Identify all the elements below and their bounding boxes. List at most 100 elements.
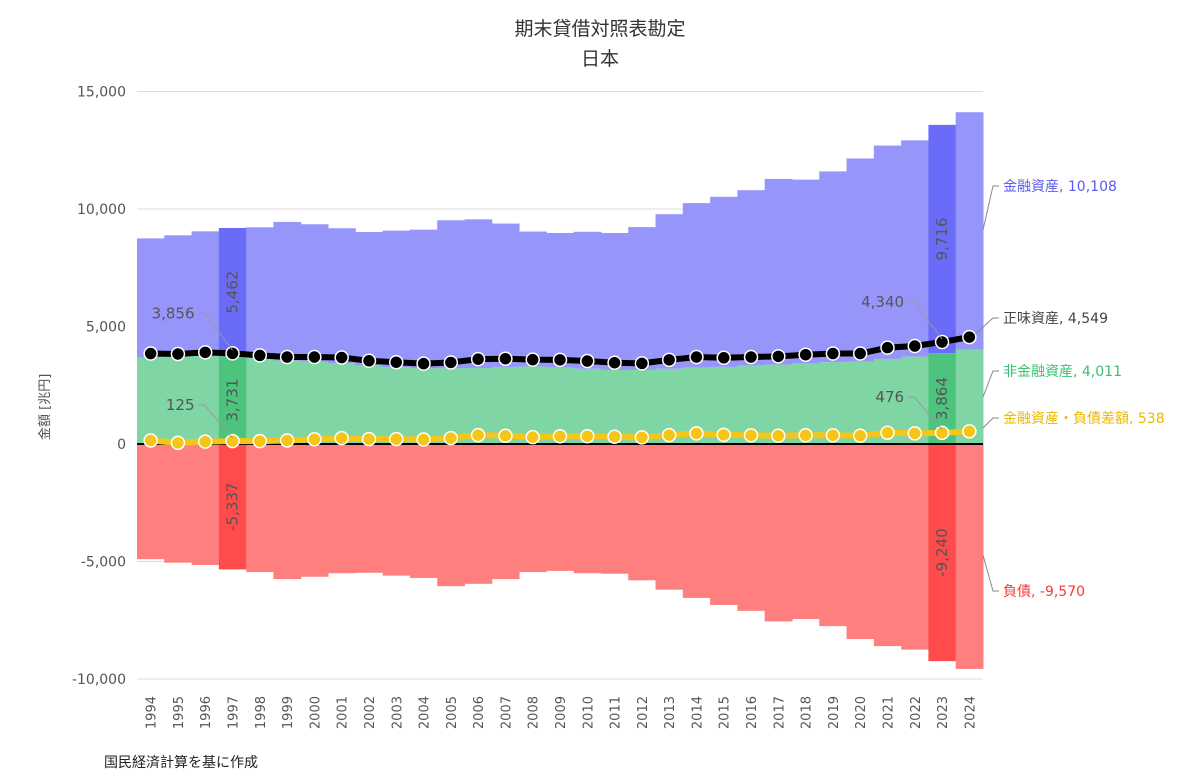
x-tick-label: 2010 [581,696,596,729]
net-worth-point-2011 [607,355,622,370]
x-tick-label: 2000 [308,696,323,729]
label-nonfinancial-1997: 3,731 [224,379,242,422]
bar-nonfinancial-2001 [328,363,356,444]
net-worth-point-1995 [170,346,186,362]
x-tick-label: 2006 [472,696,487,729]
end-label-金融資産・負債差額: 金融資産・負債差額, 538 [1003,411,1165,427]
bar-liabilities-2024 [955,444,984,669]
y-tick-label: 10,000 [77,202,126,218]
bar-financial-2006 [464,219,493,369]
bar-liabilities-2004 [409,444,438,578]
bar-liabilities-2018 [791,444,820,620]
bar-financial-2010 [573,231,602,369]
net-financial-point-2010 [580,428,595,444]
label-financial-2023: 9,716 [933,218,951,261]
net-financial-point-2004 [416,432,431,447]
net-worth-point-2005 [443,355,459,370]
bar-financial-2004 [409,229,438,369]
bar-liabilities-1994 [137,444,165,560]
bar-financial-2021 [873,145,902,359]
net-worth-point-2019 [825,346,841,361]
leader-line [982,417,999,429]
x-tick-label: 2011 [609,696,624,729]
bar-financial-2007 [491,223,520,367]
leader-line [908,396,943,431]
bar-liabilities-2019 [819,444,848,627]
net-worth-point-2023 [934,334,950,350]
label-net-financial-1997: 125 [166,396,195,414]
bar-nonfinancial-1995 [164,355,193,444]
bar-nonfinancial-1999 [273,360,302,444]
bar-liabilities-2011 [600,444,629,574]
net-financial-point-2024 [962,424,977,439]
net-financial-point-1994 [143,433,158,448]
leader-line [975,317,999,335]
bar-financial-2008 [519,231,547,367]
net-worth-point-2001 [334,350,349,365]
net-worth-point-2009 [552,352,568,368]
net-worth-point-1996 [197,345,213,360]
x-tick-label: 1995 [172,696,187,729]
x-tick-label: 2020 [854,696,869,729]
y-tick-label: 5,000 [86,320,126,336]
bar-nonfinancial-2002 [355,365,384,444]
net-financial-point-2007 [498,428,513,444]
net-financial-point-2000 [307,432,322,447]
bar-financial-2017 [764,178,793,365]
bar-liabilities-1997 [218,444,247,570]
net-financial-point-1999 [279,433,295,448]
bar-financial-2001 [328,228,356,364]
x-tick-label: 2012 [636,696,651,729]
bar-liabilities-2010 [573,444,602,574]
x-tick-label: 2009 [554,696,569,729]
net-financial-point-2019 [825,428,841,443]
net-worth-point-2008 [525,352,540,367]
end-label-非金融資産: 非金融資産, 4,011 [1003,364,1122,380]
bar-liabilities-1996 [191,444,220,566]
net-worth-point-2016 [743,349,759,365]
source-note: 国民経済計算を基に作成 [104,755,258,771]
bar-nonfinancial-1997 [218,356,247,444]
bar-financial-2014 [682,203,711,368]
x-tick-label: 2005 [445,696,460,729]
leader-line [198,312,233,351]
bar-liabilities-1995 [164,444,193,563]
y-tick-label: 0 [117,437,126,453]
bar-liabilities-2017 [764,444,793,622]
bar-financial-2020 [846,158,875,362]
bar-liabilities-2006 [464,444,493,584]
x-tick-label: 2004 [418,696,433,729]
x-tick-label: 2007 [499,696,514,729]
net-financial-point-2020 [852,428,868,444]
x-tick-label: 2023 [936,696,951,729]
x-tick-label: 2022 [909,696,924,729]
net-worth-point-2002 [361,353,377,369]
leader-line [908,301,943,340]
bar-financial-2013 [655,214,684,369]
bar-financial-1998 [246,227,274,359]
x-tick-label: 1998 [254,696,269,729]
x-tick-label: 2003 [390,696,405,729]
bar-financial-2018 [791,179,820,364]
net-financial-point-1998 [252,433,268,449]
bar-financial-2009 [546,232,575,368]
net-worth-point-2018 [798,347,813,362]
bar-financial-2000 [300,224,329,362]
net-worth-point-2020 [852,346,868,361]
x-tick-label: 2017 [772,696,787,729]
net-financial-point-2012 [634,430,650,445]
leader-line [982,554,999,592]
bar-nonfinancial-2003 [382,367,411,444]
bar-financial-1999 [273,221,302,361]
net-financial-point-2017 [771,428,786,444]
net-worth-point-1998 [252,348,268,363]
bar-liabilities-2007 [491,444,520,580]
y-tick-label: -10,000 [72,672,126,688]
net-worth-point-2003 [389,354,404,370]
bar-liabilities-2016 [737,444,766,611]
net-financial-point-2008 [525,429,540,445]
bar-financial-2005 [437,220,465,369]
bar-financial-2016 [737,190,766,366]
end-label-正味資産: 正味資産, 4,549 [1003,311,1108,327]
